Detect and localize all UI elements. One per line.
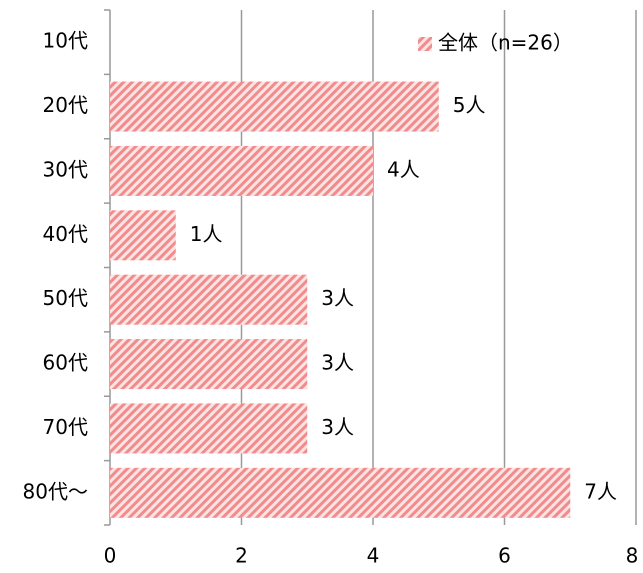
value-label: 4人 — [387, 157, 420, 181]
y-tick-label: 70代 — [43, 415, 88, 439]
x-tick-label: 4 — [367, 544, 380, 568]
bar — [110, 145, 373, 196]
bar — [110, 210, 176, 261]
y-tick-label: 60代 — [43, 351, 88, 375]
value-label: 3人 — [321, 351, 354, 375]
x-tick-label: 0 — [104, 544, 117, 568]
legend-swatch — [418, 37, 432, 51]
value-label: 1人 — [190, 222, 223, 246]
value-label: 3人 — [321, 415, 354, 439]
y-tick-label: 80代～ — [23, 479, 88, 503]
bar — [110, 81, 439, 132]
legend-label: 全体（n=26） — [438, 31, 573, 55]
bar — [110, 339, 308, 390]
x-tick-label: 6 — [498, 544, 511, 568]
y-tick-label: 20代 — [43, 93, 88, 117]
value-label: 5人 — [453, 93, 486, 117]
bar — [110, 467, 571, 518]
value-label: 3人 — [321, 286, 354, 310]
x-tick-label: 2 — [235, 544, 248, 568]
bar — [110, 403, 308, 454]
bar — [110, 274, 308, 325]
y-tick-label: 40代 — [43, 222, 88, 246]
y-tick-label: 50代 — [43, 286, 88, 310]
y-tick-label: 30代 — [43, 157, 88, 181]
x-tick-label: 8 — [626, 544, 639, 568]
value-label: 7人 — [584, 479, 617, 503]
y-tick-label: 10代 — [43, 29, 88, 53]
